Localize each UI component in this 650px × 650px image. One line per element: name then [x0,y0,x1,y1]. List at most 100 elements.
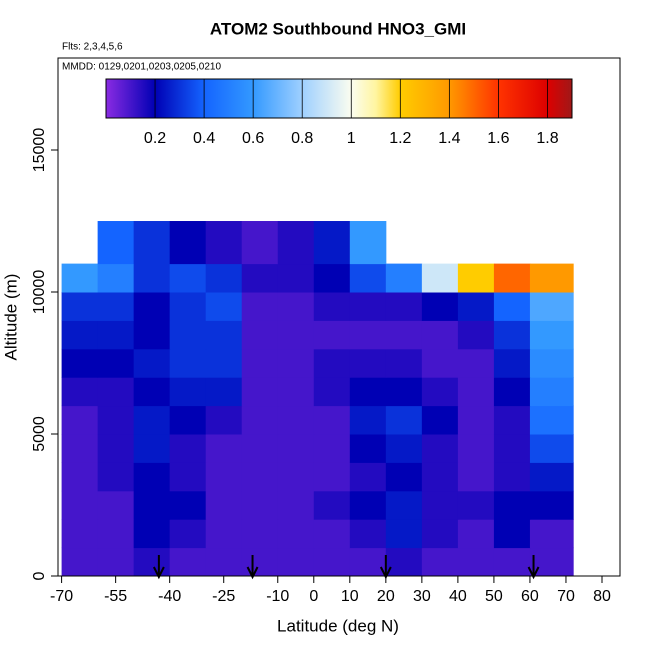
annotation: MMDD: 0129,0201,0203,0205,0210 [62,62,221,73]
heatmap-cell [385,292,423,321]
x-tick-label: -70 [50,588,73,605]
heatmap-cell [529,434,574,463]
colorbar-tick-label: 0.4 [193,130,215,147]
colorbar [105,78,573,119]
heatmap-cell [277,377,315,407]
heatmap-cell [133,490,171,520]
y-tick-label: 15000 [31,128,48,173]
heatmap-cell [493,519,531,549]
heatmap-cell [169,434,207,463]
heatmap-cell [313,547,351,577]
heatmap-cell [61,263,99,293]
x-tick-label: 50 [485,588,503,605]
heatmap-cell [133,547,171,577]
x-tick-label: 0 [309,588,318,605]
colorbar-tick-label: 0.2 [144,130,166,147]
heatmap-cell [61,490,99,520]
heatmap-cell [241,405,279,435]
heatmap-cell [493,320,531,350]
heatmap-cell [421,519,459,549]
heatmap-cell [205,320,243,350]
heatmap-cell [457,519,495,549]
heatmap-cell [133,221,171,265]
heatmap-cell [205,221,243,265]
x-tick-label: 80 [593,588,611,605]
heatmap-cell [529,490,574,520]
heatmap-cell [241,519,279,549]
heatmap-cell [385,263,423,293]
heatmap-cell [97,519,135,549]
heatmap-cell [349,519,387,549]
heatmap-cell [97,348,135,378]
x-axis-label: Latitude (deg N) [277,616,399,635]
heatmap-cell [97,263,135,293]
heatmap-cell [313,320,351,350]
heatmap-cell [133,434,171,463]
heatmap-cell [349,405,387,435]
heatmap-cell [277,405,315,435]
heatmap-cell [457,462,495,492]
heatmap-cell [277,490,315,520]
heatmap-cell [493,490,531,520]
heatmap-cell [493,348,531,378]
heatmap-cell [61,292,99,321]
x-tick-label: 20 [377,588,395,605]
heatmap-cell [529,320,574,350]
heatmap-cell [97,490,135,520]
heatmap-cell [313,377,351,407]
heatmap-cell [349,320,387,350]
colorbar-tick-label: 1.2 [389,130,411,147]
heatmap-cell [529,348,574,378]
heatmap-cell [349,263,387,293]
heatmap-cell [133,263,171,293]
arrow [527,555,540,580]
heatmap-cell [169,263,207,293]
heatmap-cell [421,320,459,350]
heatmap-cell [349,547,387,577]
heatmap-cell [313,221,351,265]
heatmap-cell [385,377,423,407]
heatmap-cell [169,348,207,378]
arrow-head [246,566,259,580]
heatmap-cell [61,320,99,350]
x-tick-label: -25 [212,588,235,605]
heatmap-cell [205,547,243,577]
subtitle: Flts: 2,3,4,5,6 [62,42,123,53]
heatmap-cell [133,462,171,492]
heatmap-cell [205,263,243,293]
heatmap-cell [133,405,171,435]
heatmap-cell [61,462,99,492]
y-tick-label: 5000 [31,416,48,452]
heatmap-cell [493,462,531,492]
colorbar-tick-label: 1.4 [438,130,460,147]
heatmap-cell [205,490,243,520]
arrow-head [152,566,165,580]
heatmap-cell [385,320,423,350]
heatmap-cell [313,434,351,463]
heatmap-cell [61,405,99,435]
heatmap-cell [421,348,459,378]
arrow [152,555,165,580]
heatmap-cell [529,377,574,407]
heatmap-cell [349,490,387,520]
colorbar-tick-label: 1 [347,130,356,147]
heatmap-cell [493,377,531,407]
heatmap-cell [385,434,423,463]
heatmap-cell [241,348,279,378]
heatmap-cell [205,405,243,435]
x-tick-label: 30 [413,588,431,605]
x-tick-label: 70 [557,588,575,605]
heatmap-cell [277,320,315,350]
heatmap-cell [97,462,135,492]
heatmap-cell [457,320,495,350]
heatmap-cell [97,320,135,350]
chart-title: ATOM2 Southbound HNO3_GMI [210,19,466,38]
heatmap-cell [133,348,171,378]
colorbar-tick-label: 0.8 [291,130,313,147]
heatmap-cell [493,292,531,321]
heatmap-cell [61,377,99,407]
colorbar-tick-label: 1.8 [536,130,558,147]
arrow [246,555,259,580]
heatmap-cell [457,348,495,378]
